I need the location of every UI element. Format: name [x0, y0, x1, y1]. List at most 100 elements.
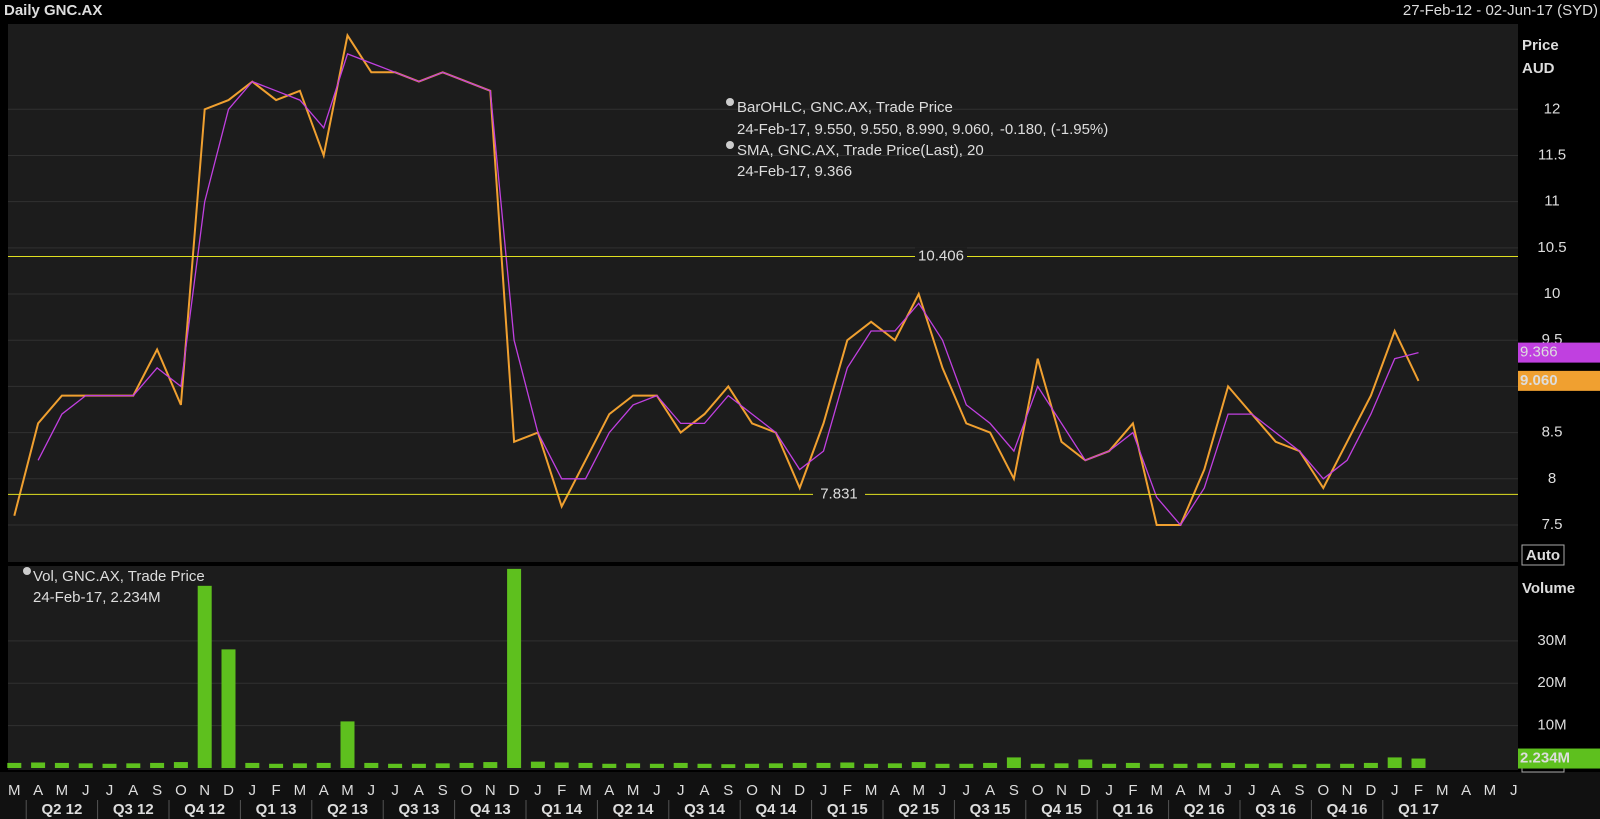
quarter-label: Q2 14 — [613, 801, 655, 818]
y-tick-label: 8.5 — [1542, 424, 1563, 441]
level-label-bg — [813, 485, 865, 504]
legend-toggle[interactable] — [726, 98, 734, 106]
y-tick-label: 10M — [1537, 717, 1566, 734]
legend-entry: Vol, GNC.AX, Trade Price — [33, 568, 205, 585]
y-tick-label: 7.5 — [1542, 516, 1563, 533]
volume-bar — [245, 762, 260, 768]
volume-bar — [530, 761, 545, 768]
x-tick-label: S — [1009, 782, 1019, 799]
x-tick-label: O — [461, 782, 473, 799]
scale-mode[interactable]: Auto — [1526, 547, 1560, 564]
last-value-tag — [1518, 342, 1600, 363]
volume-bar — [1292, 764, 1307, 768]
volume-bar — [768, 763, 783, 768]
sma-line — [37, 53, 1419, 527]
x-tick-label: N — [485, 782, 496, 799]
x-tick-label: J — [391, 782, 399, 799]
legend-detail: 24-Feb-17, 9.366 — [737, 163, 852, 180]
x-tick-label: J — [653, 782, 661, 799]
x-tick-label: S — [1294, 782, 1304, 799]
x-tick-label: F — [843, 782, 852, 799]
x-tick-label: F — [1414, 782, 1423, 799]
x-tick-label: A — [699, 782, 709, 799]
x-tick-label: J — [534, 782, 542, 799]
x-tick-label: M — [1150, 782, 1163, 799]
x-tick-label: M — [56, 782, 69, 799]
x-tick-label: D — [509, 782, 520, 799]
volume-bar — [150, 762, 165, 768]
x-tick-label: A — [890, 782, 900, 799]
scale-mode-box[interactable] — [1521, 544, 1565, 566]
x-tick-label: J — [1224, 782, 1232, 799]
x-tick-label: S — [723, 782, 733, 799]
volume-bar — [792, 762, 807, 768]
volume-bar — [102, 763, 117, 768]
quarter-label: Q2 13 — [327, 801, 368, 818]
volume-bar — [221, 649, 236, 768]
level-label-bg — [915, 247, 967, 266]
x-tick-label: S — [438, 782, 448, 799]
x-tick-label: A — [33, 782, 43, 799]
volume-bar — [292, 763, 307, 768]
quarter-label: Q1 14 — [541, 801, 583, 818]
volume-bar — [697, 763, 712, 768]
volume-bar — [388, 763, 403, 768]
volume-bar — [983, 762, 998, 768]
quarter-label: Q4 13 — [470, 801, 511, 818]
x-tick-label: M — [1198, 782, 1211, 799]
quarter-label: Q4 16 — [1327, 801, 1368, 818]
y-tick-label: 20M — [1537, 674, 1566, 691]
volume-bar — [1340, 763, 1355, 768]
axis-unit: AUD — [1522, 60, 1555, 77]
volume-bar — [649, 763, 664, 768]
x-tick-label: O — [746, 782, 758, 799]
x-tick-label: A — [319, 782, 329, 799]
level-label: 7.831 — [820, 485, 858, 502]
volume-bar — [554, 762, 569, 768]
volume-bar — [959, 763, 974, 768]
quarter-label: Q4 14 — [755, 801, 797, 818]
x-tick-label: J — [368, 782, 376, 799]
x-tick-label: D — [794, 782, 805, 799]
header-bar — [0, 0, 1600, 22]
x-tick-label: F — [557, 782, 566, 799]
x-tick-label: D — [223, 782, 234, 799]
quarter-label: Q3 12 — [113, 801, 154, 818]
x-tick-label: A — [1271, 782, 1281, 799]
volume-bar — [1006, 757, 1021, 768]
volume-bar — [673, 762, 688, 768]
quarter-label: Q1 13 — [256, 801, 297, 818]
x-tick-label: D — [1365, 782, 1376, 799]
legend-toggle[interactable] — [726, 141, 734, 149]
legend-entry: SMA, GNC.AX, Trade Price(Last), 20 — [737, 142, 984, 159]
volume-bar — [1030, 763, 1045, 768]
volume-bar — [1387, 757, 1402, 768]
volume-panel — [8, 566, 1518, 770]
x-tick-label: J — [1248, 782, 1256, 799]
volume-bar — [1316, 763, 1331, 768]
x-tick-label: M — [579, 782, 592, 799]
x-tick-label: J — [1105, 782, 1113, 799]
volume-bar — [816, 762, 831, 768]
x-tick-label: J — [820, 782, 828, 799]
volume-bar — [364, 762, 379, 768]
x-tick-label: A — [1175, 782, 1185, 799]
axis-title: Volume — [1522, 580, 1575, 597]
x-tick-label: M — [912, 782, 925, 799]
x-tick-label: A — [128, 782, 138, 799]
volume-bar — [1197, 763, 1212, 768]
window-title: Daily GNC.AX — [4, 2, 102, 19]
axis-title: Price — [1522, 37, 1559, 54]
x-tick-label: M — [627, 782, 640, 799]
x-tick-label: M — [8, 782, 21, 799]
last-value-label: 2.234M — [1520, 750, 1570, 767]
volume-bar — [1078, 759, 1093, 768]
legend-entry: BarOHLC, GNC.AX, Trade Price — [737, 99, 953, 116]
legend-toggle[interactable] — [23, 567, 31, 575]
volume-bar — [864, 763, 879, 768]
x-tick-label: J — [963, 782, 971, 799]
volume-bar — [269, 763, 284, 768]
quarter-label: Q1 17 — [1398, 801, 1439, 818]
volume-bar — [126, 763, 141, 768]
volume-bar — [197, 585, 212, 768]
